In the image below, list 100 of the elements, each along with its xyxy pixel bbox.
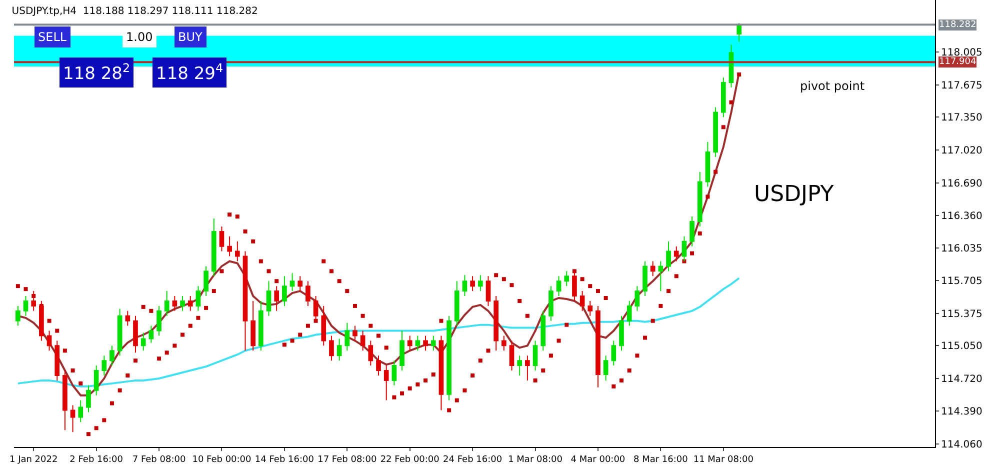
candlestick: [250, 300, 256, 352]
y-tick-label: 117.350: [941, 112, 982, 124]
candlestick: [392, 360, 397, 386]
candlestick: [78, 400, 84, 423]
candlestick: [634, 286, 640, 312]
candlestick: [564, 270, 570, 287]
x-tick-label: 14 Feb 16:00: [254, 454, 314, 465]
candlestick: [705, 142, 710, 188]
y-tick-label: 114.390: [941, 406, 982, 418]
candlestick: [117, 308, 122, 356]
candlestick: [572, 270, 577, 302]
candlestick: [329, 335, 334, 362]
candlestick: [336, 338, 342, 362]
y-tick-label: 114.720: [941, 374, 982, 385]
candlestick: [321, 305, 326, 346]
x-tick-label: 7 Feb 08:00: [132, 454, 186, 465]
candlestick: [62, 370, 68, 431]
ref-line-label: 117.904: [939, 57, 976, 67]
candlestick: [133, 315, 138, 354]
x-tick-label: 1 Mar 08:00: [508, 454, 563, 465]
candlestick: [148, 325, 154, 344]
candlestick: [713, 106, 718, 158]
candlestick: [54, 340, 60, 381]
candlestick: [172, 296, 178, 312]
candlestick: [384, 365, 389, 401]
annotation: 118 28$^{2}$: [63, 61, 130, 84]
candlestick: [580, 290, 585, 312]
x-tick-label: 22 Feb 00:00: [380, 454, 440, 465]
candlestick: [188, 296, 193, 312]
candlestick: [46, 330, 52, 352]
y-tick-label: 117.675: [941, 80, 982, 92]
candlestick: [478, 274, 483, 292]
candlestick: [274, 286, 280, 312]
text: pivot point: [800, 79, 865, 93]
x-tick-label: 1 Jan 2022: [9, 454, 58, 465]
candlestick: [125, 310, 130, 326]
candlestick: [430, 335, 436, 352]
candlestick: [525, 355, 530, 381]
candlestick: [298, 276, 303, 292]
line-series: [16, 277, 740, 388]
y-tick-label: 117.020: [941, 145, 982, 156]
annotation: 1.00: [126, 30, 153, 44]
candlestick: [682, 236, 687, 262]
x-tick-label: 4 Mar 00:00: [570, 454, 626, 465]
candlestick: [415, 335, 420, 352]
candlestick: [204, 266, 208, 297]
candlestick: [110, 345, 114, 366]
candlestick: [446, 315, 452, 401]
candlestick: [86, 384, 91, 413]
candlestick: [438, 335, 444, 411]
candlestick: [211, 218, 216, 277]
candlestick: [728, 44, 734, 88]
candlestick: [674, 246, 679, 262]
x-tick-label: 11 Mar 08:00: [693, 454, 754, 465]
candlestick: [626, 300, 632, 326]
candlestick: [596, 305, 600, 388]
y-tick-label: 115.050: [941, 341, 982, 352]
candlestick: [470, 276, 475, 292]
candlestick: [352, 325, 358, 342]
candlestick: [548, 286, 554, 322]
candlestick: [690, 216, 694, 247]
candlestick: [282, 276, 287, 306]
y-tick-label: 116.690: [941, 178, 982, 190]
annotation: BUY: [178, 30, 204, 44]
y-tick-label: 116.360: [941, 211, 982, 222]
candlestick: [462, 274, 468, 297]
candlestick: [70, 404, 76, 433]
candlestick: [697, 171, 702, 227]
y-tick-label: 116.035: [941, 243, 982, 254]
candlestick: [227, 236, 232, 257]
candlestick: [196, 286, 201, 312]
candlestick: [23, 296, 28, 316]
candlestick: [102, 355, 107, 376]
candlestick: [313, 296, 318, 322]
text: USDJPY: [754, 182, 834, 207]
y-tick-label: 114.060: [941, 440, 982, 451]
candlestick: [619, 315, 624, 352]
candlestick: [400, 330, 404, 372]
candlestick: [290, 272, 295, 292]
x-tick-label: 2 Feb 16:00: [70, 454, 124, 465]
candlestick: [603, 355, 608, 381]
candlestick: [517, 355, 522, 376]
candlestick: [360, 330, 366, 352]
candlestick: [666, 240, 671, 272]
candlestick: [258, 300, 264, 352]
candlestick: [540, 310, 546, 352]
candlestick: [502, 335, 506, 352]
candlestick: [242, 250, 248, 352]
annotation: SELL: [38, 30, 67, 44]
annotation: 118 29$^{4}$: [156, 61, 224, 84]
x-tick-label: 24 Feb 16:00: [443, 454, 502, 465]
candlestick: [588, 300, 593, 316]
candlestick: [650, 260, 656, 277]
y-tick-label: 115.705: [941, 276, 982, 288]
candlestick: [156, 305, 162, 336]
candlestick: [611, 340, 616, 366]
candlestick: [16, 305, 20, 326]
candlestick: [368, 340, 374, 366]
y-tick-label: 115.375: [941, 308, 982, 320]
candlestick: [306, 280, 310, 306]
